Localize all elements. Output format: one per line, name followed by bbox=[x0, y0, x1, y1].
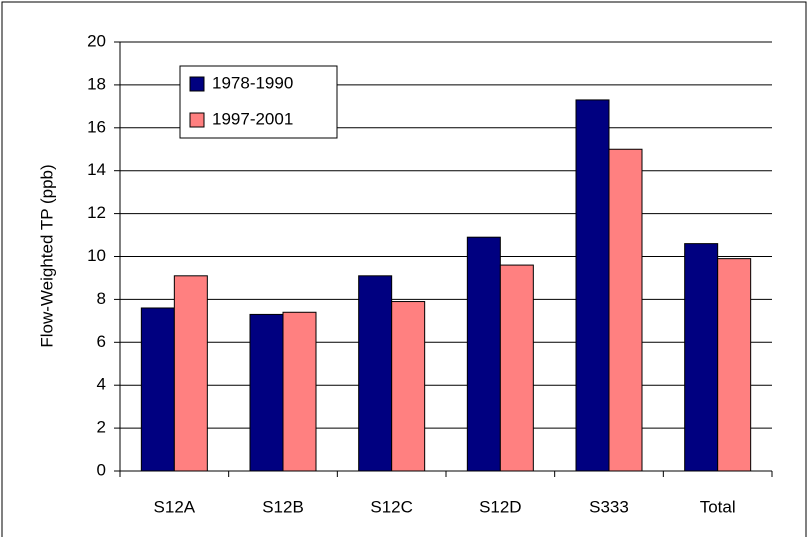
x-tick-label: S12D bbox=[479, 497, 522, 516]
y-tick-label: 16 bbox=[87, 117, 106, 136]
legend-box bbox=[179, 65, 338, 139]
bar bbox=[391, 301, 426, 472]
x-tick-label: S12A bbox=[154, 497, 196, 516]
y-tick-label: 4 bbox=[97, 375, 106, 394]
bar bbox=[282, 311, 317, 472]
x-tick-label: S12C bbox=[370, 497, 413, 516]
y-tick-label: 6 bbox=[97, 332, 106, 351]
y-tick-label: 8 bbox=[97, 289, 106, 308]
y-tick-label: 10 bbox=[87, 246, 106, 265]
legend-swatch bbox=[189, 112, 205, 128]
x-tick-label: S333 bbox=[589, 497, 629, 516]
y-tick-label: 18 bbox=[87, 74, 106, 93]
legend-swatch bbox=[189, 76, 205, 92]
bar bbox=[466, 236, 501, 472]
bar bbox=[575, 99, 610, 472]
bar bbox=[684, 243, 719, 472]
y-axis-label: Flow-Weighted TP (ppb) bbox=[37, 164, 56, 347]
y-tick-label: 12 bbox=[87, 203, 106, 222]
legend-label: 1997-2001 bbox=[212, 109, 293, 128]
x-tick-label: S12B bbox=[262, 497, 304, 516]
bar bbox=[140, 307, 175, 472]
bar bbox=[173, 275, 208, 472]
bar bbox=[608, 148, 643, 472]
bar bbox=[499, 264, 534, 472]
bar bbox=[717, 258, 752, 472]
y-tick-label: 2 bbox=[97, 418, 106, 437]
y-tick-label: 20 bbox=[87, 31, 106, 50]
y-tick-label: 0 bbox=[97, 460, 106, 479]
x-tick-label: Total bbox=[700, 497, 736, 516]
bar bbox=[358, 275, 393, 472]
legend-label: 1978-1990 bbox=[212, 73, 293, 92]
bar bbox=[249, 313, 284, 472]
y-tick-label: 14 bbox=[87, 160, 106, 179]
